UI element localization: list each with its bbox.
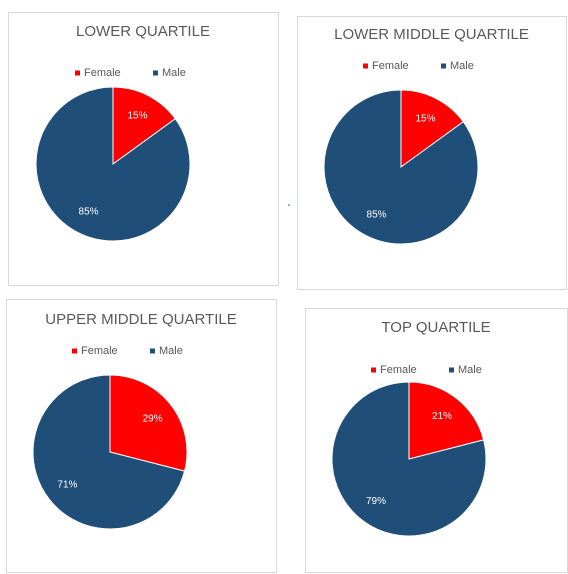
legend-swatch [371,367,376,373]
data-label: 15% [127,111,147,122]
legend-label: Female [84,67,121,79]
pie-slice [408,381,485,460]
chart-title: LOWER QUARTILE [76,23,210,40]
legend-label: Male [162,67,186,79]
legend-swatch [150,348,155,354]
data-label: 85% [367,210,387,221]
pie-slice [109,374,188,472]
legend-swatch [75,70,80,76]
pie-chart: LOWER MIDDLE QUARTILE Female Male 15% 85% [297,16,567,290]
data-label: 21% [432,411,452,422]
pie-slice [331,381,487,537]
pie-slice [32,374,186,530]
legend-swatch [153,70,158,76]
legend-label: Female [380,364,417,376]
chart-title: LOWER MIDDLE QUARTILE [334,26,529,43]
pie-chart: LOWER QUARTILE Female Male 15% 85% [8,12,279,286]
pie-slice [112,86,176,165]
data-label: 15% [415,114,435,125]
chart-title: TOP QUARTILE [381,319,490,336]
pie-slice [400,89,464,168]
data-label: 71% [57,480,77,491]
legend-swatch [449,367,454,373]
chart-title: UPPER MIDDLE QUARTILE [45,311,236,328]
legend-swatch [72,348,77,354]
data-label: 85% [79,207,99,218]
legend-label: Male [450,60,474,72]
legend-label: Male [159,345,183,357]
legend-label: Female [81,345,118,357]
legend-label: Male [458,364,482,376]
legend-label: Female [372,60,409,72]
pie-slice [323,89,479,245]
pie-slice [35,86,191,242]
legend-swatch [363,63,368,69]
data-label: 29% [143,414,163,425]
legend-swatch [441,63,446,69]
data-label: 79% [366,496,386,507]
dot [288,204,290,206]
pie-chart: UPPER MIDDLE QUARTILE Female Male 29% 71% [6,299,277,573]
pie-chart: TOP QUARTILE Female Male 21% 79% [305,308,568,573]
